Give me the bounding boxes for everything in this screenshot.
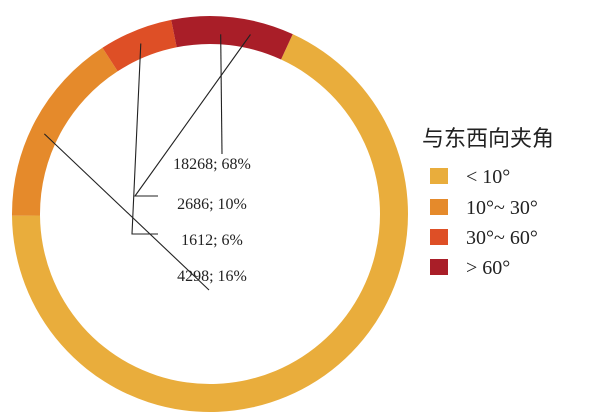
leader-line-10-30	[43, 133, 210, 291]
donut-slice-30-60	[102, 19, 177, 72]
legend-entry-gt60: > 60°	[466, 257, 510, 279]
legend-swatch-lt10	[430, 168, 448, 184]
legend-entry-30-60: 30°~ 60°	[466, 227, 538, 249]
legend-title: 与东西向夹角	[422, 127, 554, 152]
data-label-30-60: 1612; 6%	[181, 232, 243, 249]
legend-swatch-gt60	[430, 259, 448, 275]
legend-swatch-10-30	[430, 199, 448, 215]
donut-slices	[12, 16, 409, 413]
legend-swatch-30-60	[430, 229, 448, 245]
legend: 与东西向夹角 < 10° 10°~ 30° 30°~ 60° > 60°	[422, 127, 554, 279]
data-label-gt60: 2686; 10%	[177, 196, 247, 213]
data-label-lt10: 18268; 68%	[173, 156, 251, 173]
leader-line-gt60	[133, 34, 251, 197]
leader-lines	[43, 34, 251, 291]
donut-slice-gt60	[171, 16, 293, 60]
legend-entry-10-30: 10°~ 30°	[466, 197, 538, 219]
leader-line-lt10	[220, 34, 223, 155]
leader-line-30-60	[131, 43, 158, 235]
data-label-10-30: 4298; 16%	[177, 268, 247, 285]
legend-entry-lt10: < 10°	[466, 166, 510, 188]
donut-slice-10-30	[12, 47, 118, 216]
